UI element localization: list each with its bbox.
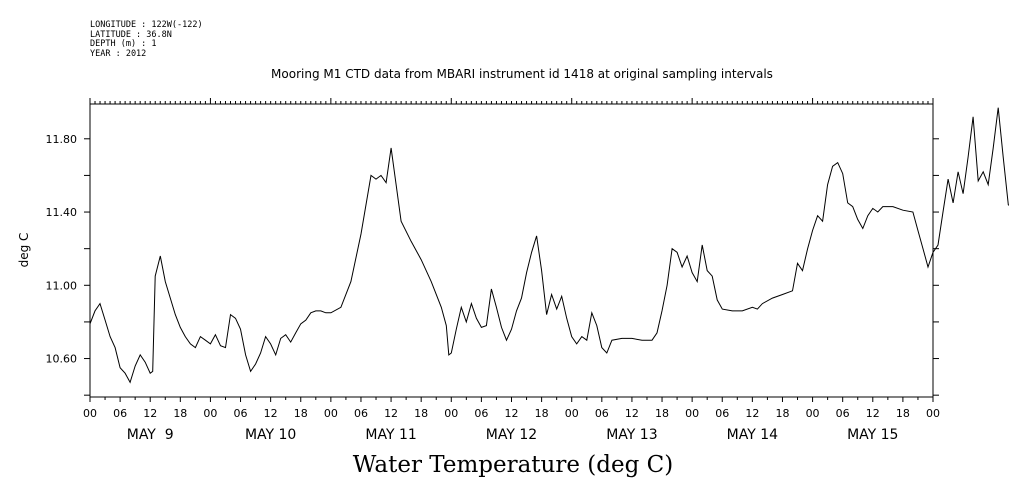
x-tick-label: 12 xyxy=(625,407,639,420)
metadata-block: LONGITUDE : 122W(-122) LATITUDE : 36.8N … xyxy=(90,20,203,59)
chart-title: Water Temperature (deg C) xyxy=(352,452,674,478)
y-tick-label: 11.00 xyxy=(46,279,78,292)
day-label: MAY 9 xyxy=(127,427,174,443)
x-tick-label: 06 xyxy=(595,407,609,420)
day-label: MAY 14 xyxy=(727,427,778,443)
plot-frame xyxy=(89,103,934,398)
x-tick-label: 00 xyxy=(324,407,338,420)
chart-subtitle: Mooring M1 CTD data from MBARI instrumen… xyxy=(271,67,773,81)
x-tick-label: 00 xyxy=(203,407,217,420)
x-tick-label: 18 xyxy=(655,407,669,420)
x-tick-label: 12 xyxy=(264,407,278,420)
x-tick-label: 00 xyxy=(444,407,458,420)
x-tick-label: 12 xyxy=(866,407,880,420)
day-label: MAY 11 xyxy=(365,427,416,443)
x-tick-label: 06 xyxy=(113,407,127,420)
x-tick-label: 00 xyxy=(685,407,699,420)
x-tick-label: 00 xyxy=(806,407,820,420)
x-tick-label: 18 xyxy=(173,407,187,420)
metadata-longitude: LONGITUDE : 122W(-122) xyxy=(90,20,203,30)
day-label: MAY 15 xyxy=(847,427,898,443)
x-tick-label: 06 xyxy=(474,407,488,420)
metadata-depth: DEPTH (m) : 1 xyxy=(90,39,157,49)
x-tick-label: 18 xyxy=(294,407,308,420)
y-tick-label: 11.80 xyxy=(46,133,78,146)
metadata-latitude: LATITUDE : 36.8N xyxy=(90,29,172,40)
y-tick-label: 11.40 xyxy=(46,206,78,219)
day-label: MAY 13 xyxy=(606,427,657,443)
x-tick-label: 06 xyxy=(234,407,248,420)
y-tick-label: 10.60 xyxy=(46,353,78,366)
day-labels: MAY 9 MAY 10 MAY 11 MAY 12 MAY 13 MAY 14 MAY 1… xyxy=(127,427,899,443)
temperature-line xyxy=(89,107,1009,384)
y-axis-ticks: 10.60 11.00 11.40 11.80 xyxy=(46,133,939,396)
x-tick-label: 18 xyxy=(414,407,428,420)
x-tick-label: 18 xyxy=(896,407,910,420)
x-tick-label: 00 xyxy=(565,407,579,420)
day-label: MAY 10 xyxy=(245,427,296,443)
x-tick-label: 18 xyxy=(535,407,549,420)
day-label: MAY 12 xyxy=(486,427,537,443)
x-tick-label: 00 xyxy=(83,407,97,420)
metadata-year: YEAR : 2012 xyxy=(90,48,147,59)
x-tick-label: 06 xyxy=(354,407,368,420)
x-tick-label: 12 xyxy=(745,407,759,420)
x-tick-label: 06 xyxy=(836,407,850,420)
top-axis-ticks xyxy=(89,98,934,104)
x-tick-label: 12 xyxy=(384,407,398,420)
x-tick-label: 00 xyxy=(926,407,940,420)
bottom-axis-ticks xyxy=(89,397,934,402)
x-tick-label: 06 xyxy=(715,407,729,420)
x-tick-label: 12 xyxy=(143,407,157,420)
x-tick-labels: 00 06 12 18 00 06 12 18 00 06 12 18 00 06 12 18 00 06 12 18… xyxy=(83,407,940,420)
x-tick-label: 12 xyxy=(505,407,519,420)
x-tick-label: 18 xyxy=(775,407,789,420)
